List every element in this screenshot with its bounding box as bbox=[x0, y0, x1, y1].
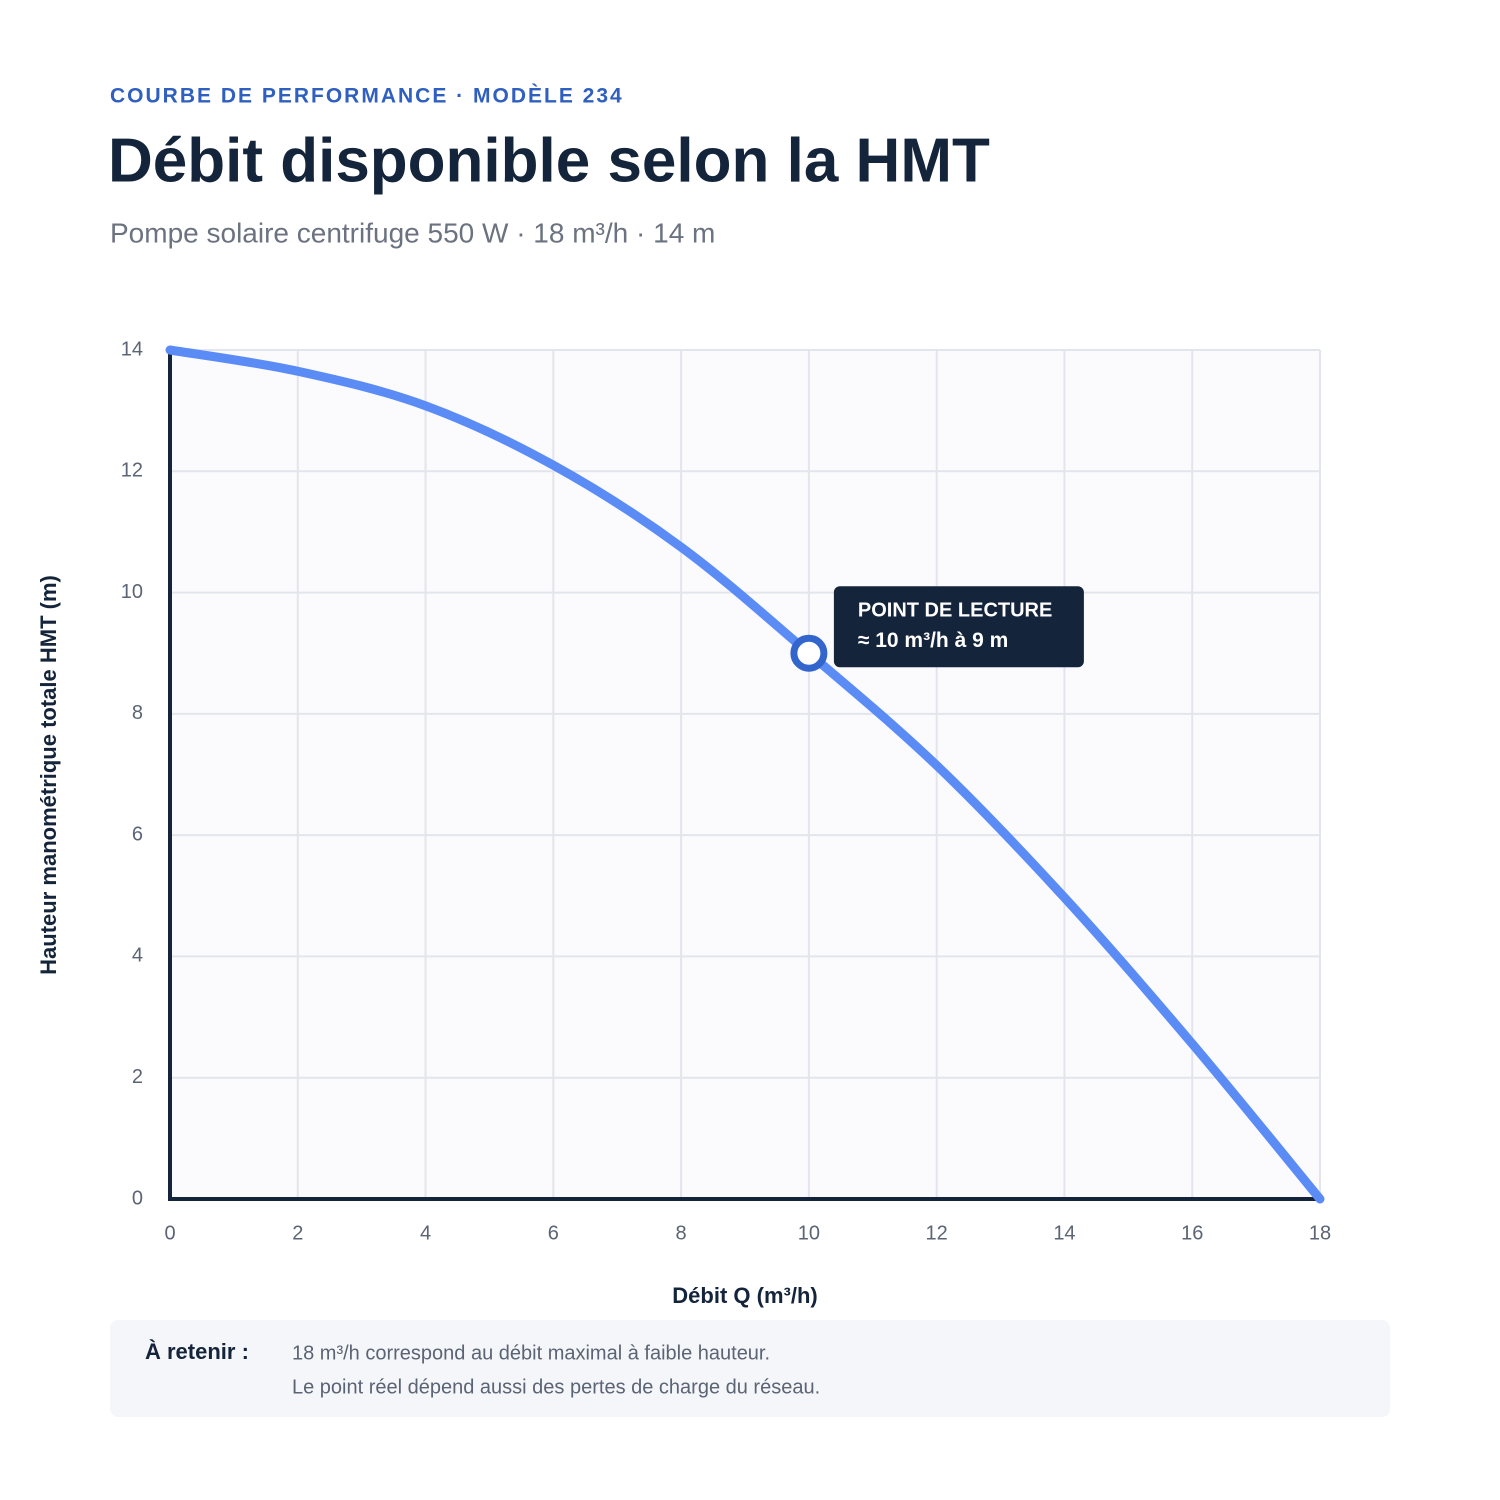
x-tick-label: 8 bbox=[676, 1222, 687, 1244]
x-tick-label: 2 bbox=[292, 1222, 303, 1244]
reading-point bbox=[790, 634, 828, 672]
x-tick-label: 0 bbox=[164, 1222, 175, 1244]
y-tick-label: 6 bbox=[132, 823, 143, 845]
x-tick-label: 12 bbox=[926, 1222, 948, 1244]
y-tick-label: 2 bbox=[132, 1066, 143, 1088]
subtitle: Pompe solaire centrifuge 550 W · 18 m³/h… bbox=[110, 217, 715, 248]
y-tick-label: 8 bbox=[132, 702, 143, 724]
annotation-title: POINT DE LECTURE bbox=[858, 599, 1052, 621]
y-tick-label: 12 bbox=[121, 460, 143, 482]
y-tick-label: 4 bbox=[132, 945, 143, 967]
y-tick-label: 10 bbox=[121, 581, 143, 603]
chart-title: Débit disponible selon la HMT bbox=[108, 126, 990, 195]
x-tick-label: 14 bbox=[1053, 1222, 1075, 1244]
note-line: Le point réel dépend aussi des pertes de… bbox=[292, 1376, 820, 1398]
annotation-label: ≈ 10 m³/h à 9 m bbox=[858, 629, 1008, 652]
note-label: À retenir : bbox=[145, 1339, 249, 1364]
x-tick-label: 16 bbox=[1181, 1222, 1203, 1244]
y-tick-label: 0 bbox=[132, 1187, 143, 1209]
x-tick-label: 4 bbox=[420, 1222, 431, 1244]
x-tick-label: 18 bbox=[1309, 1222, 1331, 1244]
curve bbox=[165, 345, 1325, 1204]
note-box bbox=[110, 1320, 1390, 1417]
y-tick-label: 14 bbox=[121, 338, 143, 360]
note-line: 18 m³/h correspond au débit maximal à fa… bbox=[292, 1342, 770, 1364]
y-axis-label: Hauteur manométrique totale HMT (m) bbox=[36, 575, 61, 975]
plot-area bbox=[170, 350, 1320, 1199]
x-tick-label: 10 bbox=[798, 1222, 820, 1244]
x-axis-label: Débit Q (m³/h) bbox=[672, 1283, 817, 1308]
annotation-box bbox=[833, 586, 1084, 668]
x-tick-label: 6 bbox=[548, 1222, 559, 1244]
kicker: COURBE DE PERFORMANCE · MODÈLE 234 bbox=[110, 85, 624, 108]
